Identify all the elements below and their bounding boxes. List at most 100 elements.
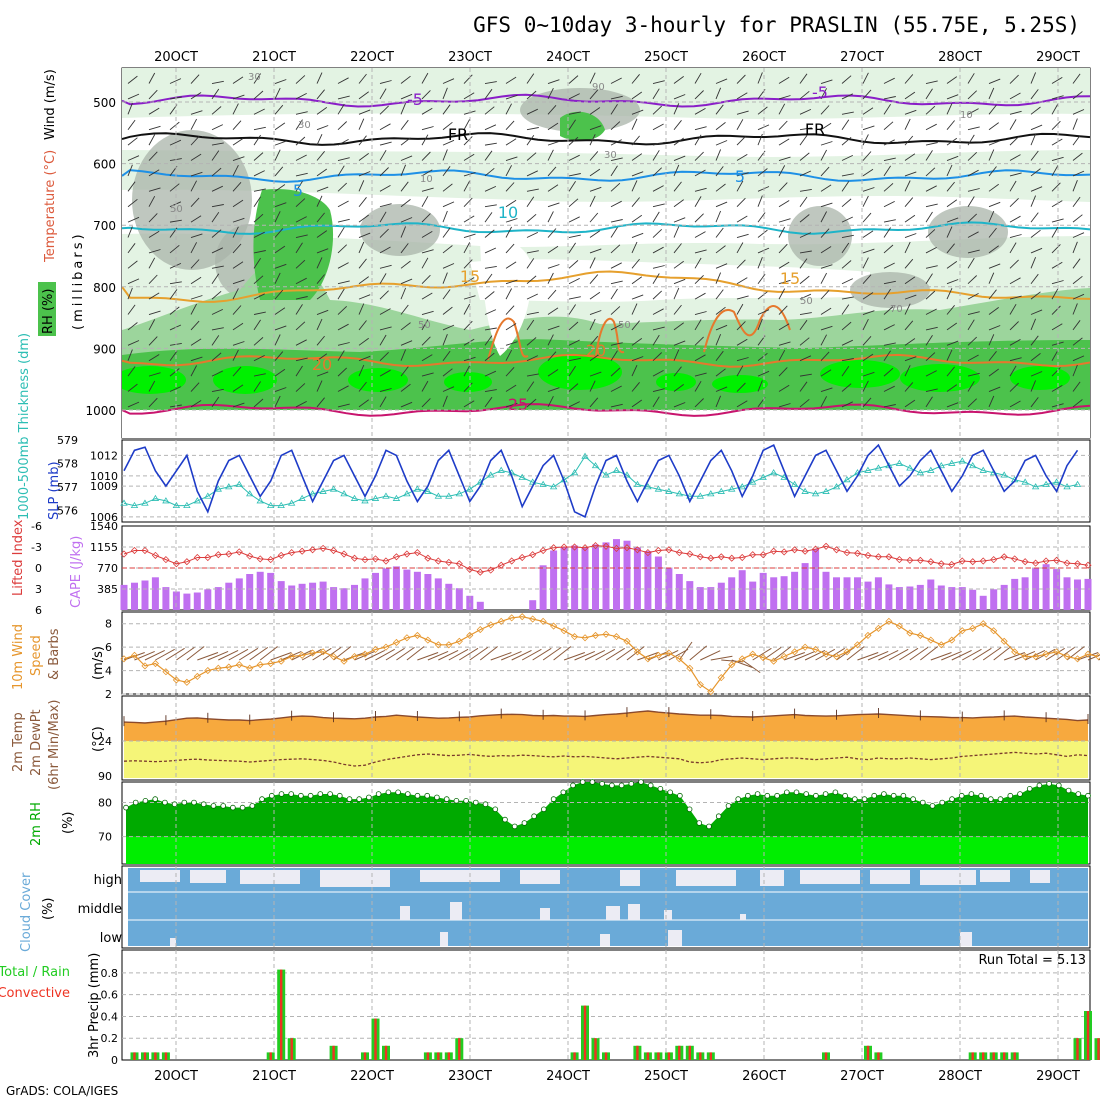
thickness-marker — [319, 487, 327, 494]
pressure-tick-label: 900 — [93, 342, 116, 356]
wind-barb — [820, 105, 830, 115]
wind-barb — [253, 188, 266, 192]
wind10-speed-label: Speed — [29, 635, 44, 676]
cape-bar — [382, 568, 390, 610]
precip-conv-bar — [154, 1052, 157, 1060]
wind-barb — [988, 245, 999, 254]
cape-bar — [895, 587, 903, 610]
wind-barb — [1009, 136, 1019, 146]
thickness-marker — [570, 469, 579, 476]
wind-barb — [946, 322, 958, 331]
wind-barb — [501, 650, 522, 661]
thickness-marker — [738, 483, 746, 490]
wind-barb — [442, 368, 453, 377]
wind-barb — [841, 401, 853, 408]
wind-barb — [715, 368, 726, 377]
thickness-marker — [948, 459, 956, 466]
wind-barb — [631, 91, 643, 100]
wind-barb — [421, 292, 433, 300]
wind-barb — [736, 92, 748, 100]
rh2m-marker — [657, 785, 664, 792]
wind-barb — [253, 293, 265, 300]
wind-barb — [794, 650, 816, 661]
wind-barb — [988, 368, 999, 377]
wind-barb — [1009, 400, 1021, 408]
wind-barb — [169, 78, 182, 84]
wind-barb — [715, 104, 724, 115]
wind-barb — [1072, 399, 1083, 408]
rh2m-marker — [764, 792, 771, 799]
precip-conv-bar — [1013, 1052, 1016, 1060]
wind-barb — [841, 119, 850, 130]
wind-barb — [862, 72, 869, 84]
wind-barb — [155, 648, 175, 661]
lifted-index-marker — [329, 546, 338, 555]
precip-conv-bar — [594, 1038, 597, 1060]
bottom-date-label: 25OCT — [644, 1069, 688, 1084]
wind-speed-marker — [434, 641, 442, 649]
cape-bar — [235, 578, 243, 610]
thickness-marker — [769, 469, 778, 476]
wind-barb — [841, 75, 852, 84]
wind-barb — [862, 336, 872, 346]
wind-barb — [610, 324, 622, 331]
wind-barb — [1051, 226, 1059, 238]
lifted-index-marker — [958, 557, 966, 565]
wind-barb — [190, 356, 203, 362]
wind-barb — [337, 227, 345, 238]
contour-label: FR — [805, 120, 825, 139]
lifted-index-marker — [791, 546, 799, 554]
wind-speed-marker — [518, 613, 526, 621]
thickness-marker — [371, 494, 380, 501]
wind-barb — [232, 138, 244, 146]
wind-barb — [736, 382, 746, 392]
thickness-marker — [895, 459, 904, 466]
cape-bar — [183, 593, 191, 610]
wind-barb — [358, 180, 365, 192]
wind-barb — [442, 306, 453, 315]
cloud-block — [540, 908, 550, 920]
wind-barb — [358, 91, 369, 100]
wind-barb — [295, 321, 306, 331]
wind-barb — [127, 287, 133, 300]
wind-barb — [295, 339, 307, 346]
wind-barb — [652, 334, 660, 346]
rh-dark-region — [560, 111, 605, 141]
rh2m-marker — [317, 791, 324, 797]
wind-speed-marker — [832, 652, 841, 661]
wind-barb — [652, 185, 664, 192]
rh2m-marker — [560, 789, 567, 796]
wind-barb — [253, 337, 264, 346]
wind-barb — [463, 180, 471, 192]
wind-barb — [568, 154, 580, 161]
wind-barb — [925, 370, 937, 377]
axis-tick-label: 1010 — [90, 470, 118, 483]
lifted-index-marker — [508, 557, 516, 565]
wind-barb — [1072, 241, 1078, 254]
rh2m-marker — [978, 792, 984, 799]
wind-barb — [421, 249, 434, 254]
wind-barb — [127, 181, 136, 192]
wind-barb — [295, 259, 306, 269]
wind-barb — [547, 395, 554, 408]
wind-barb — [505, 218, 518, 223]
wind-barb — [909, 646, 929, 661]
precip-conv-bar — [1003, 1052, 1006, 1060]
wind-barb — [127, 93, 140, 100]
wind-barb — [379, 88, 387, 100]
wind-barb — [190, 74, 200, 84]
wind-barb — [148, 292, 160, 300]
wind-barb — [778, 95, 791, 100]
wind-barb — [505, 384, 517, 392]
rh2m-marker — [589, 779, 596, 785]
wind-barb — [904, 91, 916, 100]
wind-barb — [274, 166, 284, 177]
wind-barb — [589, 212, 599, 223]
wind-barb — [127, 304, 136, 315]
rh2m-marker — [774, 792, 780, 799]
cape-bar — [172, 591, 180, 610]
wind-barb — [589, 168, 601, 177]
wind-barb — [1024, 649, 1046, 661]
wind-barb — [715, 263, 728, 269]
axis-tick-label: 3 — [35, 583, 42, 596]
